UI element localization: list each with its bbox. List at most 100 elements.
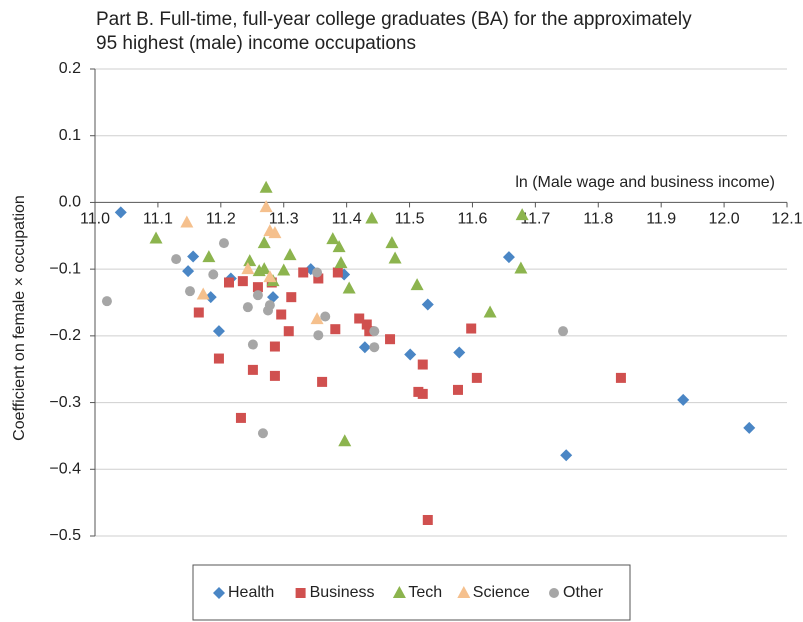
- point: [466, 323, 477, 334]
- point: [410, 278, 424, 291]
- x-axis-label: ln (Male wage and business income): [515, 174, 775, 191]
- point: [264, 300, 275, 311]
- point: [241, 262, 255, 275]
- legend-marker: [457, 586, 471, 598]
- point: [417, 388, 428, 399]
- point: [310, 312, 324, 325]
- point: [149, 231, 163, 244]
- point: [404, 348, 417, 361]
- chart-title: Part B. Full-time, full-year college gra…: [96, 9, 692, 30]
- point: [213, 353, 224, 364]
- point: [180, 215, 194, 228]
- point: [247, 339, 258, 350]
- point: [196, 287, 210, 300]
- legend-box: [192, 564, 631, 621]
- point: [677, 393, 690, 406]
- point: [483, 305, 497, 318]
- point: [354, 313, 365, 324]
- y-tick-label: −0.5: [49, 527, 81, 544]
- x-tick-label: 11.7: [520, 211, 550, 228]
- point: [330, 324, 341, 335]
- x-tick-label: 12.0: [709, 211, 740, 228]
- legend-marker: [295, 588, 306, 598]
- x-tick-label: 11.9: [646, 211, 676, 228]
- point: [269, 341, 280, 352]
- point: [452, 384, 463, 395]
- legend-label: Science: [473, 584, 530, 601]
- point: [259, 200, 273, 213]
- point: [171, 254, 182, 265]
- point: [182, 265, 195, 278]
- point: [257, 262, 271, 275]
- y-tick-label: −0.3: [49, 394, 81, 411]
- point: [187, 250, 200, 263]
- point: [558, 326, 569, 337]
- point: [615, 372, 626, 383]
- legend-label: Tech: [408, 584, 442, 601]
- point: [283, 248, 297, 261]
- point: [283, 326, 294, 337]
- point: [269, 370, 280, 381]
- point: [417, 359, 428, 370]
- y-tick-label: 0.1: [59, 127, 81, 144]
- point: [223, 277, 234, 288]
- point: [342, 281, 356, 294]
- point: [267, 291, 280, 304]
- y-tick-label: −0.4: [49, 461, 81, 478]
- point: [332, 267, 343, 278]
- point: [320, 311, 331, 322]
- point: [365, 211, 379, 224]
- point: [421, 298, 434, 311]
- y-tick-label: −0.2: [49, 327, 81, 344]
- point: [257, 428, 268, 439]
- x-tick-label: 11.5: [395, 211, 425, 228]
- point: [257, 236, 271, 249]
- legend-label: Business: [310, 584, 375, 601]
- point: [385, 236, 399, 249]
- point: [515, 208, 529, 221]
- x-tick-label: 11.2: [206, 211, 236, 228]
- point: [453, 346, 466, 359]
- x-tick-label: 11.0: [80, 211, 110, 228]
- point: [208, 269, 219, 280]
- point: [114, 206, 127, 219]
- point: [471, 372, 482, 383]
- point: [193, 307, 204, 318]
- point: [276, 309, 287, 320]
- x-tick-label: 11.1: [143, 211, 173, 228]
- point: [385, 334, 396, 345]
- point: [263, 270, 277, 283]
- legend-marker: [392, 586, 406, 598]
- point: [235, 412, 246, 423]
- legend-label: Other: [563, 584, 604, 601]
- point: [252, 282, 263, 293]
- point: [338, 434, 352, 447]
- y-tick-label: 0.2: [59, 60, 81, 77]
- legend-marker: [549, 588, 559, 598]
- point: [358, 341, 371, 354]
- point: [364, 326, 375, 337]
- point: [422, 514, 433, 525]
- point: [101, 296, 112, 307]
- point: [298, 267, 309, 278]
- point: [361, 319, 372, 330]
- point: [202, 250, 216, 263]
- x-tick-label: 11.3: [269, 211, 299, 228]
- point: [502, 251, 515, 264]
- point: [184, 286, 195, 297]
- point: [332, 240, 346, 253]
- y-tick-label: 0.0: [59, 194, 81, 211]
- point: [743, 421, 756, 434]
- point: [259, 180, 273, 193]
- point: [218, 238, 229, 249]
- point: [326, 232, 340, 245]
- x-tick-label: 12.1: [771, 211, 802, 228]
- point: [369, 342, 380, 353]
- x-tick-label: 11.6: [457, 211, 487, 228]
- point: [369, 326, 380, 337]
- point: [252, 290, 263, 301]
- x-tick-label: 11.8: [583, 211, 613, 228]
- point: [514, 261, 528, 274]
